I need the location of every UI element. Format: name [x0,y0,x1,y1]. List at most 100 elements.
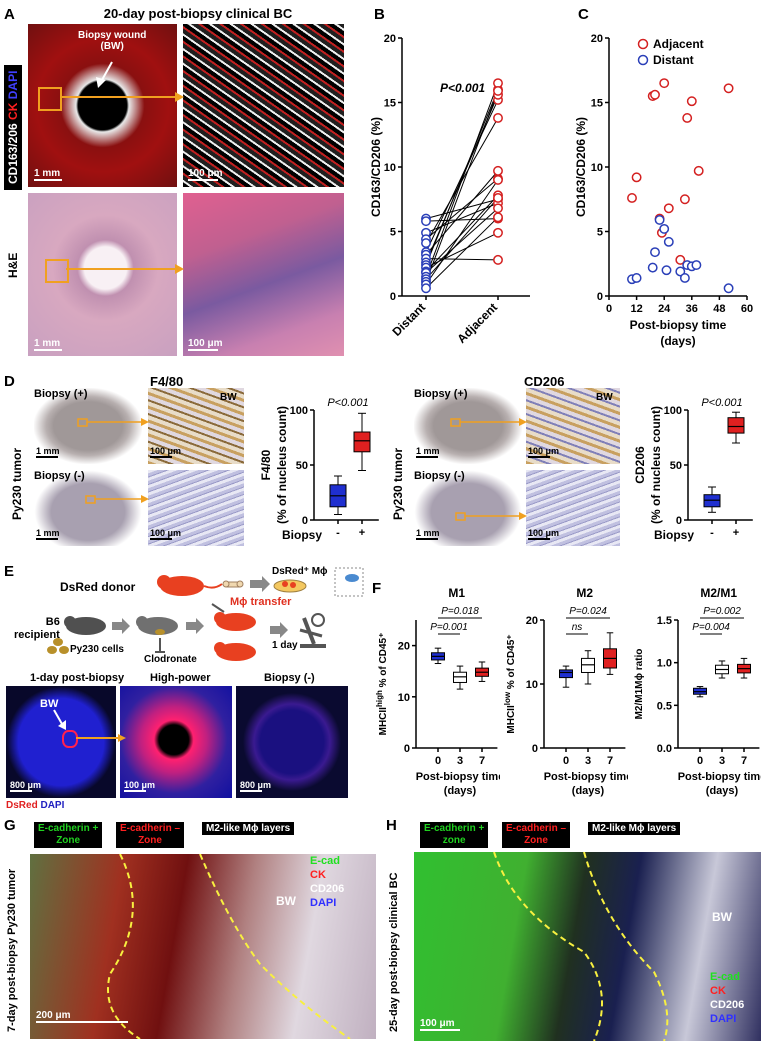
adjacent-point [675,254,686,265]
adjacent-point [493,85,503,96]
x-tick-label: 0 [563,755,569,767]
pair-line [425,179,499,285]
h-tag-ecad-pos-1: E-cadherin + [424,823,485,834]
adjacent-point [659,78,670,89]
panel-letter-g: G [4,817,16,834]
scale-text: 800 μm [10,780,42,790]
panel-a-arrows [60,61,184,274]
g-tag-ecad-neg-1: E-cadherin – [120,823,181,834]
y-tick-label: 1.0 [657,658,672,670]
scale-bar: 100 μm [124,780,155,792]
adjacent-point [631,172,642,183]
scale-text: 100 μm [150,528,182,538]
y-tick-label: 10 [591,162,603,174]
adjacent-point [493,193,503,203]
scale-bar: 800 μm [10,780,41,792]
p-value: P=0.001 [430,622,468,633]
scale-text: 100 μm [420,1018,455,1029]
py230-cells-icon [47,638,69,654]
adjacent-point [493,227,503,238]
y-tick-label: 10 [398,692,410,704]
chart-f3: 0.0 0.5 1.0 1.5 0 3 7 M2/M1 P=0.002 P=0.004 M2/M1M… [634,586,761,797]
y-tick-label: 0 [302,515,308,527]
x-tick-label: 48 [713,303,725,315]
scale-text: 100 μm [150,446,182,456]
y-tick-label: 0 [676,515,682,527]
x-tick-label: 0 [435,755,441,767]
box-rect [559,669,573,679]
cd206-biopsy-neg-zoom [526,470,620,546]
adjacent-point [663,203,674,214]
x-axis-label: (days) [706,785,739,797]
h-legend-ecad: E-cad [710,971,740,983]
x-tick-label: 12 [630,303,642,315]
x-axis-label: Post-biopsy time [416,771,500,783]
axis-label: CD163/CD206 (%) [575,117,588,217]
scale-text: 100 μm [124,780,156,790]
img-caption-1: 1-day post-biopsy [30,672,125,684]
panel-d: Py230 tumor F4/80 Biopsy (+) BW Biopsy (… [0,370,761,560]
p-value: P<0.001 [440,81,485,95]
cd206-biopsy-neg-image [414,470,522,546]
distant-point [723,283,734,294]
arrow-icon [250,576,270,592]
cd206-biopsy-neg-label: Biopsy (-) [414,470,465,482]
chart-title: M2 [576,586,593,600]
g-legend-ecad: E-cad [310,855,340,867]
wound-label-text: Biopsy wound [78,30,147,41]
e-bw-label: BW [40,698,59,710]
h-zone-lines [493,852,669,1041]
panel-letter-c: C [578,6,589,23]
scale-text: 200 μm [36,1010,71,1021]
y-tick-label: 10 [384,162,396,174]
distant-point [661,265,672,276]
e-img-2 [120,686,232,798]
distant-point [631,272,642,283]
x-tick-label: Distant [389,300,428,339]
adjacent-point [493,203,503,214]
panel-a: 20-day post-biopsy clinical BC CD163/206… [0,0,372,368]
y-tick-label: 100 [664,405,682,417]
y-tick-label: 5 [597,227,603,239]
legend: Adjacent Distant [637,37,704,67]
chart-f1: 0 10 20 0 3 7 M1 P=0.018 P=0.001 MHCIIhigh % of C… [375,586,501,797]
y-tick-label: 15 [591,98,603,110]
x-tick-label: 7 [479,755,485,767]
h-legend-ck: CK [710,985,726,997]
g-zone-lines [107,854,351,1039]
legend-marker [637,54,649,66]
scale-text: 100 μm [528,528,560,538]
scale-text: 800 μm [240,780,272,790]
y-tick-label: 20 [591,33,603,45]
distant-point [679,272,690,283]
x-tick-label: - [336,527,340,539]
x-axis-label: Biopsy [654,528,694,542]
f480-biopsy-neg-zoom [148,470,244,546]
y-tick-label: 0 [532,743,538,755]
g-scale-bar: 200 μm [36,1010,128,1023]
pair-line [425,197,499,280]
scale-text: 1 mm [416,446,440,456]
y-tick-label: 20 [398,641,410,653]
axis-label: MHCIIlow % of CD45⁺ [503,634,518,733]
x-axis-label: Post-biopsy time [544,771,628,783]
x-tick-label: - [710,527,714,539]
h-bw-label: BW [712,910,732,924]
scale-text: 100 μm [528,446,560,456]
adjacent-point [686,96,697,107]
x-axis-label: Post-biopsy time [630,318,727,332]
h-scale-bar: 100 μm [420,1018,460,1031]
x-tick-label: 3 [719,755,725,767]
donor-mouse-icon [157,575,223,596]
y-tick-label: 0.5 [657,700,672,712]
x-tick-label: 3 [585,755,591,767]
h-legend: E-cad CK CD206 DAPI [710,970,744,1026]
py230-cells-label: Py230 cells [70,644,124,655]
g-legend-dapi: DAPI [310,897,337,909]
roi-box-if [38,87,62,111]
distant-point [663,236,674,247]
chart-c: 0 5 10 15 20 CD163/CD206 (%) 0 12 24 36 48 60 Post-b… [575,33,753,348]
he-overview-image [28,193,177,356]
adjacent-point [493,165,503,176]
chart-title: M1 [448,586,465,600]
